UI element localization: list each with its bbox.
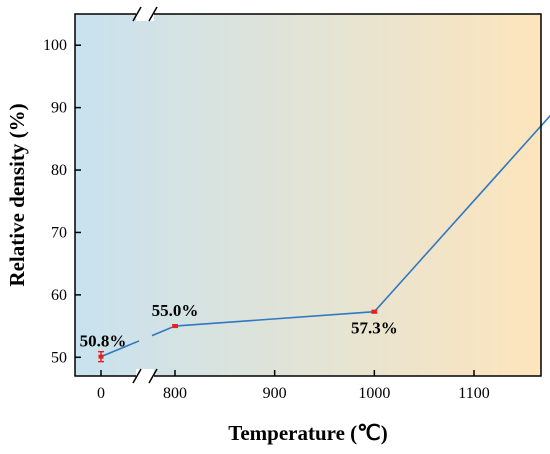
x-tick-label: 1000: [358, 385, 390, 402]
axis-break-mark: [132, 368, 142, 384]
data-label: 57.3%: [351, 319, 398, 338]
y-axis-title: Relative density (%): [5, 103, 29, 286]
data-label: 50.8%: [80, 332, 127, 351]
axis-break-mark: [148, 6, 158, 22]
data-point: [172, 324, 178, 329]
y-tick-label: 60: [51, 287, 67, 304]
x-tick-label: 1100: [458, 385, 489, 402]
series-line-segment: [100, 340, 140, 358]
y-tick-label: 90: [51, 100, 67, 117]
axis-break-mark: [132, 6, 142, 22]
axis-break-mark: [148, 368, 158, 384]
x-tick-label: 900: [263, 385, 287, 402]
y-tick-label: 70: [51, 224, 67, 241]
data-point: [371, 309, 377, 314]
axes: 5060708090100080090010001100120013001400…: [43, 6, 490, 402]
y-tick-label: 100: [43, 37, 67, 54]
x-tick-label: 0: [97, 385, 105, 402]
x-axis-title: Temperature (℃): [228, 421, 387, 445]
axis-break-gap: [136, 369, 154, 383]
x-tick-label: 800: [163, 385, 187, 402]
chart-marks: 50.8%55.0%57.3%92.9%97.6%98.3%: [80, 114, 550, 363]
plot-background: [75, 14, 541, 376]
data-label: 55.0%: [152, 301, 199, 320]
axis-break-gap: [136, 7, 154, 21]
y-tick-label: 80: [51, 162, 67, 179]
series-line: [151, 114, 550, 337]
data-point: [98, 354, 104, 359]
y-tick-label: 50: [51, 349, 67, 366]
plot-frame: [74, 13, 542, 377]
